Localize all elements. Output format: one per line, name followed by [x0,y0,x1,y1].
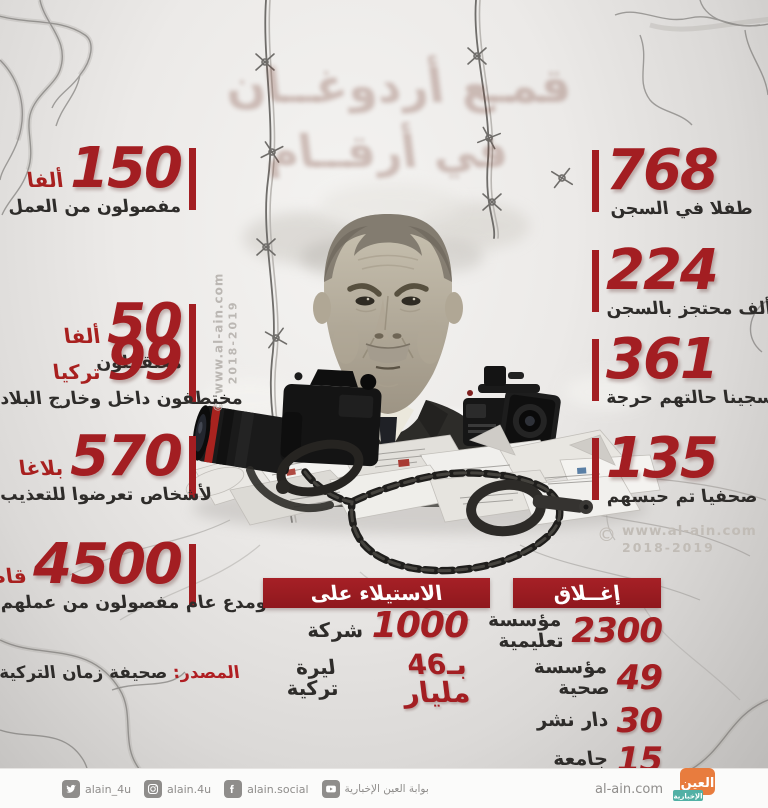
stat-dismissed-workers: 150 ألفا مفصولون من العمل [0,140,196,217]
social-link-facebook[interactable]: alain.social [224,780,309,798]
stat-kidnapped: 99 تركيا مختطفون داخل وخارج البلاد [0,328,244,410]
website-link[interactable]: al-ain.com [595,781,663,797]
svg-text:العين: العين [681,776,715,791]
seizure-section: 1000 شركة بـ46 مليار ليرة تركية [248,605,472,710]
shackle-icon [276,439,364,497]
stat-bar [189,544,196,606]
watermark-horizontal: © www.al-ain.com 2018-2019 [597,523,757,555]
social-link-youtube[interactable]: بوابة العين الإخبارية [321,780,429,798]
video-camera-icon [463,366,561,453]
stat-bar [189,340,196,402]
twitter-icon [62,780,80,798]
stat-thousand-held: 224 ألف محتجز بالسجن [592,242,768,319]
closure-section-header: إغــلاق [513,578,661,608]
stat-row-publishers: 30 دار نشر [534,700,663,741]
page-title-line2: في أرقــام [259,122,509,175]
handcuff-icon [466,479,593,537]
seizure-section-header: الاستيلاء على [263,578,490,608]
youtube-icon [321,780,340,798]
instagram-icon [144,780,163,798]
alain-logo: العين الإخبارية [672,767,716,805]
footer-bar: alain_4u alain.4u alain.social [0,768,768,808]
social-link-instagram[interactable]: alain.4u [144,780,211,798]
chain-icon [246,466,564,575]
stat-children-jailed: 768 طفلا في السجن [592,142,753,219]
social-links: alain_4u alain.4u alain.social [62,780,429,798]
svg-text:الإخبارية: الإخبارية [673,793,702,801]
stat-journalists-jailed: 135 صحفيا تم حبسهم [592,430,758,507]
stat-critical-prisoners: 361 سجينا حالتهم حرجة [592,331,768,408]
source-note: المصدر: صحيفة زمان التركية [0,663,242,683]
stat-bar [592,250,599,312]
stat-bar [592,339,599,401]
stat-row-educational: 2300 مؤسسة تعليمية [486,609,663,652]
facebook-icon [224,780,243,798]
stat-row-health: 49 مؤسسة صحية [531,655,663,699]
stat-bar [189,304,196,366]
stat-bar [592,150,599,212]
stat-judges-dismissed: 4500 قاض ومدع عام مفصولون من عملهم [0,532,268,614]
stat-tortured: 570 بلاغا لأشخاص تعرضوا للتعذيب [0,424,214,506]
social-link-twitter[interactable]: alain_4u [62,780,131,798]
dslr-camera-icon [192,369,382,475]
stat-row-companies: 1000 شركة [305,605,469,646]
stat-bar [189,148,196,210]
watermark-vertical: © www.al-ain.com 2018-2019 [211,272,240,413]
stat-row-lira: بـ46 مليار ليرة تركية [284,648,472,709]
closure-section: 2300 مؤسسة تعليمية 49 مؤسسة صحية 30 دار … [486,609,663,777]
page-title-line1: قمـع أردوغــان [219,56,572,111]
stat-detained: 50 ألفا معتقــلون [0,296,196,373]
stat-bar [189,436,196,498]
stat-bar [592,438,599,500]
